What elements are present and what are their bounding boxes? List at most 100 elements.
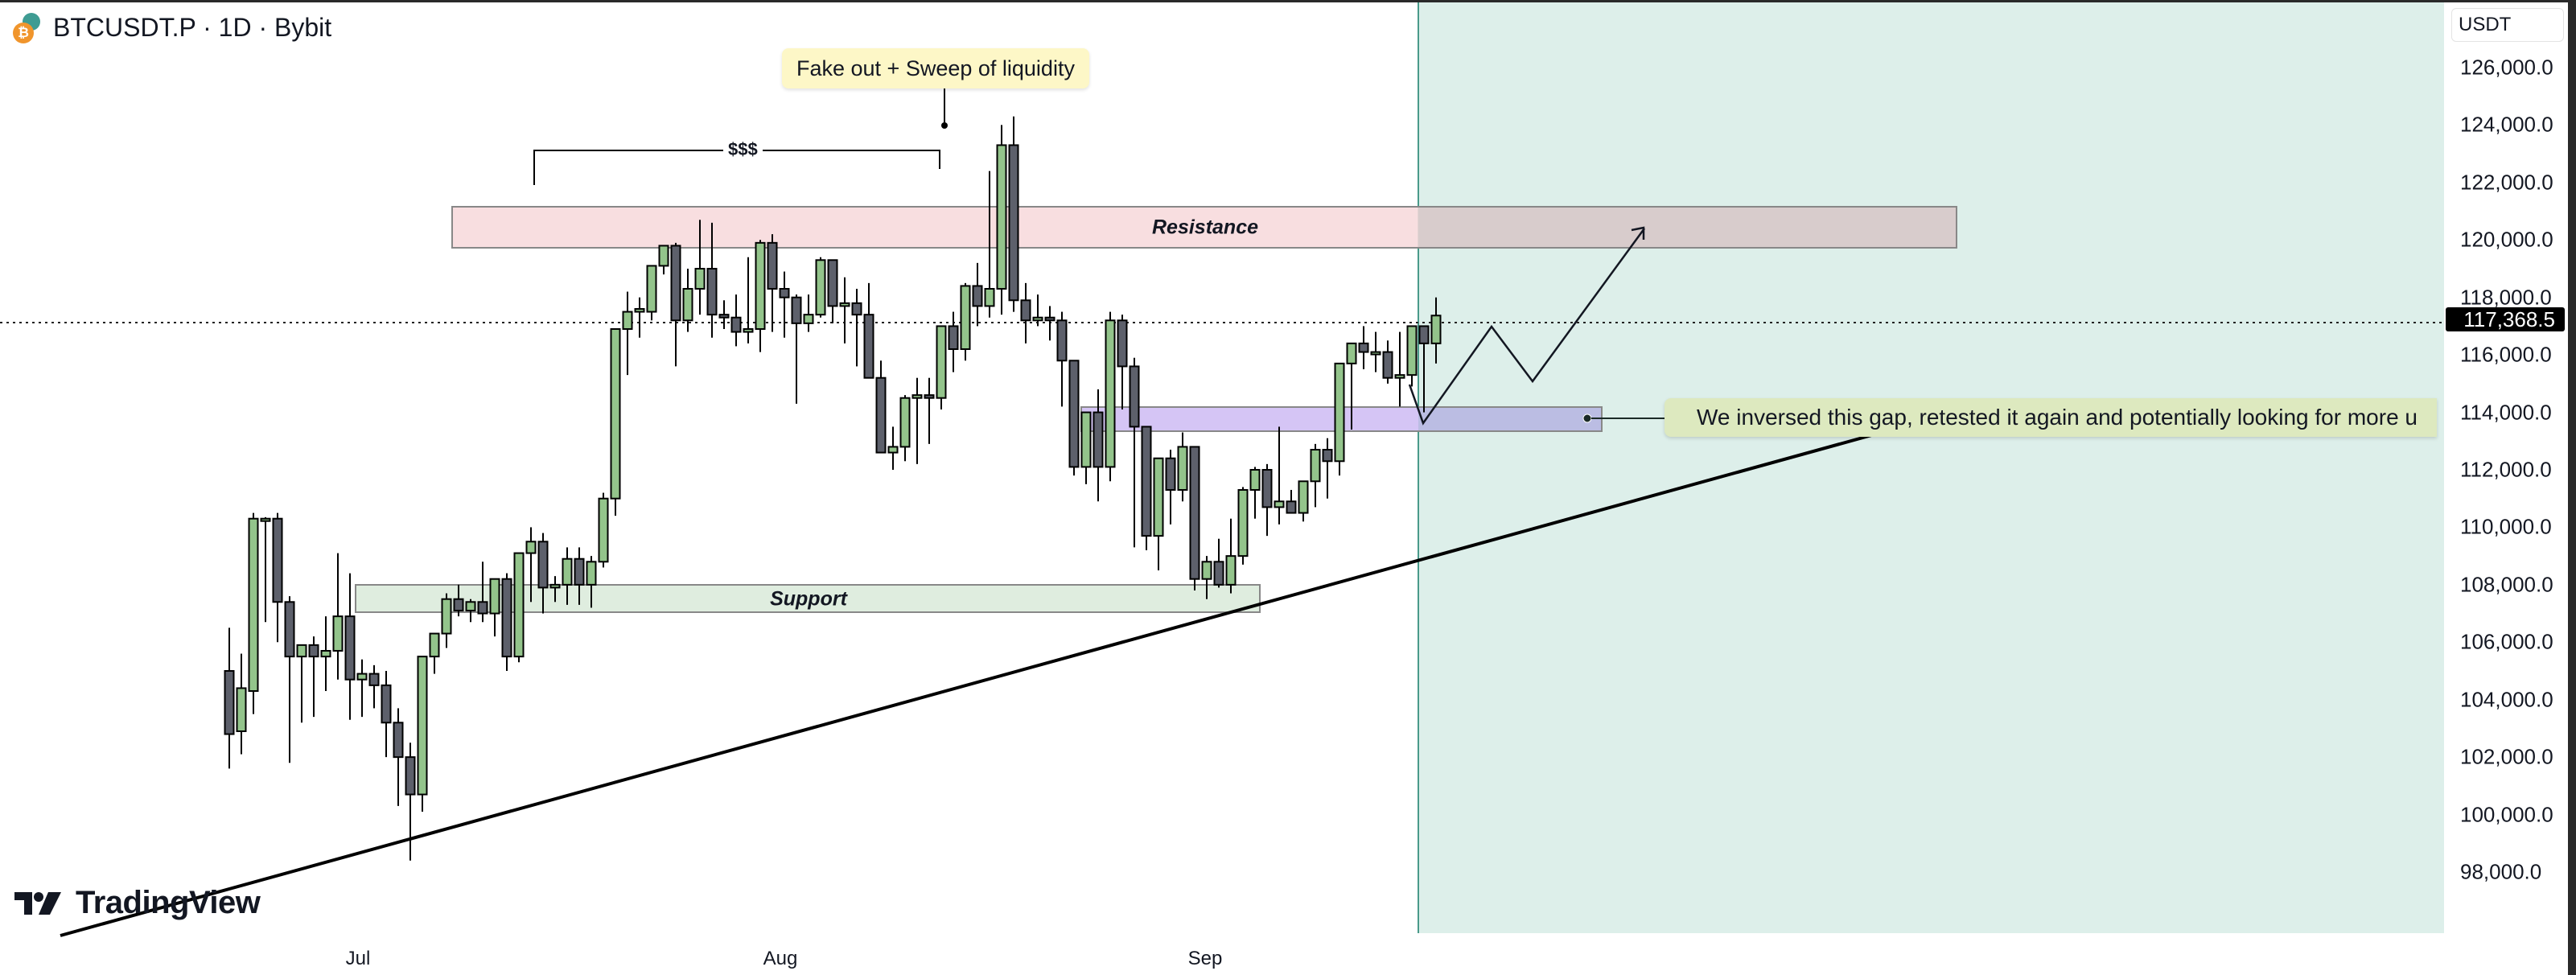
candle-bearish[interactable] [453,598,464,612]
candle-bullish[interactable] [682,288,693,322]
currency-selector[interactable]: USDT [2451,8,2564,42]
candle-bullish[interactable] [694,268,706,290]
candle-bullish[interactable] [1298,480,1309,514]
candle-bullish[interactable] [803,314,814,324]
candle-bullish[interactable] [610,328,621,500]
candle-bearish[interactable] [308,644,319,658]
candle-bullish[interactable] [1310,449,1321,483]
candle-bearish[interactable] [1056,319,1068,362]
candle-bullish[interactable] [1080,411,1092,468]
candle-bullish[interactable] [1394,374,1405,379]
candle-bearish[interactable] [381,684,392,724]
candle-bullish[interactable] [417,656,428,796]
candle-bearish[interactable] [670,245,681,322]
candle-bullish[interactable] [549,583,561,589]
candle-bearish[interactable] [827,259,838,307]
tradingview-logo[interactable]: TradingView [14,885,261,921]
candle-bullish[interactable] [489,578,500,615]
candle-bearish[interactable] [405,756,416,796]
candle-bullish[interactable] [658,245,669,267]
candle-bearish[interactable] [948,325,959,350]
candle-bearish[interactable] [1008,144,1019,302]
candle-bearish[interactable] [1044,316,1056,322]
candle-bearish[interactable] [730,316,742,333]
candle-bullish[interactable] [320,650,331,658]
candle-bearish[interactable] [924,394,935,399]
candle-bearish[interactable] [344,615,356,681]
candle-bullish[interactable] [960,285,971,350]
candle-bearish[interactable] [1322,449,1333,463]
candle-bearish[interactable] [1129,365,1140,428]
candle-bullish[interactable] [598,497,609,563]
candle-bullish[interactable] [899,397,911,448]
candle-bullish[interactable] [1105,319,1116,468]
candle-bullish[interactable] [525,541,537,554]
candle-bullish[interactable] [429,632,440,658]
candle-bullish[interactable] [441,598,452,635]
candle-bullish[interactable] [911,394,923,399]
candle-bearish[interactable] [1141,426,1152,537]
candle-bearish[interactable] [224,670,235,735]
trendline[interactable] [60,433,1875,937]
candle-bearish[interactable] [1261,469,1273,508]
candle-bearish[interactable] [972,285,983,307]
candle-bullish[interactable] [936,325,947,399]
candle-bullish[interactable] [513,552,525,658]
candle-bearish[interactable] [477,601,488,615]
candle-bullish[interactable] [1249,469,1261,491]
candle-bullish[interactable] [1346,342,1357,364]
candle-bullish[interactable] [236,687,247,733]
candle-bearish[interactable] [368,673,380,686]
candle-bearish[interactable] [1068,360,1080,468]
candle-bearish[interactable] [1189,446,1200,580]
candle-bearish[interactable] [284,601,295,658]
candle-bullish[interactable] [1370,351,1381,356]
candle-bearish[interactable] [1117,319,1128,368]
candle-bullish[interactable] [1334,362,1345,463]
candle-bullish[interactable] [1201,561,1212,580]
candle-bullish[interactable] [743,328,754,333]
candle-bullish[interactable] [1406,325,1418,376]
candle-bearish[interactable] [1213,561,1224,586]
candle-bearish[interactable] [863,314,874,379]
candle-bearish[interactable] [706,268,718,316]
fakeout-note[interactable]: Fake out + Sweep of liquidity [782,48,1089,88]
candle-bearish[interactable] [767,241,778,290]
candle-bullish[interactable] [887,446,899,454]
candle-bearish[interactable] [1286,500,1297,514]
candle-bullish[interactable] [634,308,645,313]
candle-bullish[interactable] [465,601,476,611]
candle-bearish[interactable] [272,517,283,603]
candle-bullish[interactable] [1274,500,1285,508]
candle-bullish[interactable] [996,144,1007,290]
candle-bearish[interactable] [875,376,887,454]
candle-bearish[interactable] [718,314,730,319]
candle-bullish[interactable] [984,288,995,307]
candle-bullish[interactable] [1237,489,1249,557]
candle-bearish[interactable] [1418,325,1430,344]
candle-bearish[interactable] [1382,351,1393,379]
candle-bullish[interactable] [755,241,766,331]
candle-bullish[interactable] [1032,316,1043,322]
candle-bullish[interactable] [296,644,307,658]
candle-bearish[interactable] [1020,299,1031,322]
candle-bullish[interactable] [1153,457,1164,537]
gap-note[interactable]: We inversed this gap, retested it again … [1665,398,2437,437]
candle-bullish[interactable] [1430,315,1442,344]
candle-bearish[interactable] [1358,342,1369,353]
candle-bullish[interactable] [248,517,259,693]
candle-bullish[interactable] [839,302,850,307]
candle-bearish[interactable] [393,722,404,759]
candle-bullish[interactable] [815,259,826,316]
candle-bearish[interactable] [1093,411,1104,468]
symbol-title[interactable]: BTCUSDT.P · 1D · Bybit [53,12,332,42]
candle-bullish[interactable] [332,615,344,652]
candle-bearish[interactable] [1165,457,1176,492]
candle-bearish[interactable] [851,302,862,316]
candle-bearish[interactable] [791,296,802,324]
candle-bearish[interactable] [574,557,585,586]
candle-bullish[interactable] [622,311,633,331]
projection-path[interactable] [1408,228,1646,426]
candle-bullish[interactable] [1225,555,1237,586]
